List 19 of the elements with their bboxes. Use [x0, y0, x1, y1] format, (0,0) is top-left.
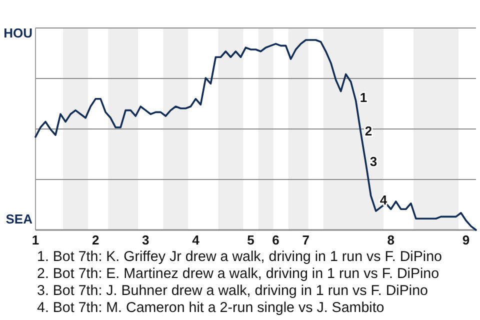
annotation: 1: [360, 90, 368, 106]
x-tick-label: 5: [247, 232, 254, 248]
x-tick-label: 7: [302, 232, 310, 248]
text: SEA: [6, 211, 34, 226]
text: HOU: [4, 25, 32, 40]
x-tick-label: 8: [387, 232, 395, 248]
text: 2. Bot 7th: E. Martinez drew a walk, driving in 1 run vs F. DiPino: [37, 266, 440, 282]
x-tick-label: 2: [92, 232, 100, 248]
x-tick-label: 1: [32, 232, 40, 248]
text: 1. Bot 7th: K. Griffey Jr drew a walk, driving in 1 run vs F. DiPino: [37, 248, 442, 265]
text: 3. Bot 7th: J. Buhner drew a walk, driving in 1 run vs F. DiPino: [37, 282, 428, 299]
annotation: 3: [370, 154, 378, 169]
annotation: 2: [364, 124, 372, 139]
x-tick-label: 4: [192, 232, 200, 248]
annotation: 4: [380, 192, 388, 208]
x-tick-label: 6: [272, 232, 280, 248]
x-tick-label: 3: [142, 232, 150, 248]
text: 4. Bot 7th: M. Cameron hit a 2-run single vs J. Sambito: [37, 300, 384, 316]
x-tick-label: 9: [462, 232, 470, 248]
